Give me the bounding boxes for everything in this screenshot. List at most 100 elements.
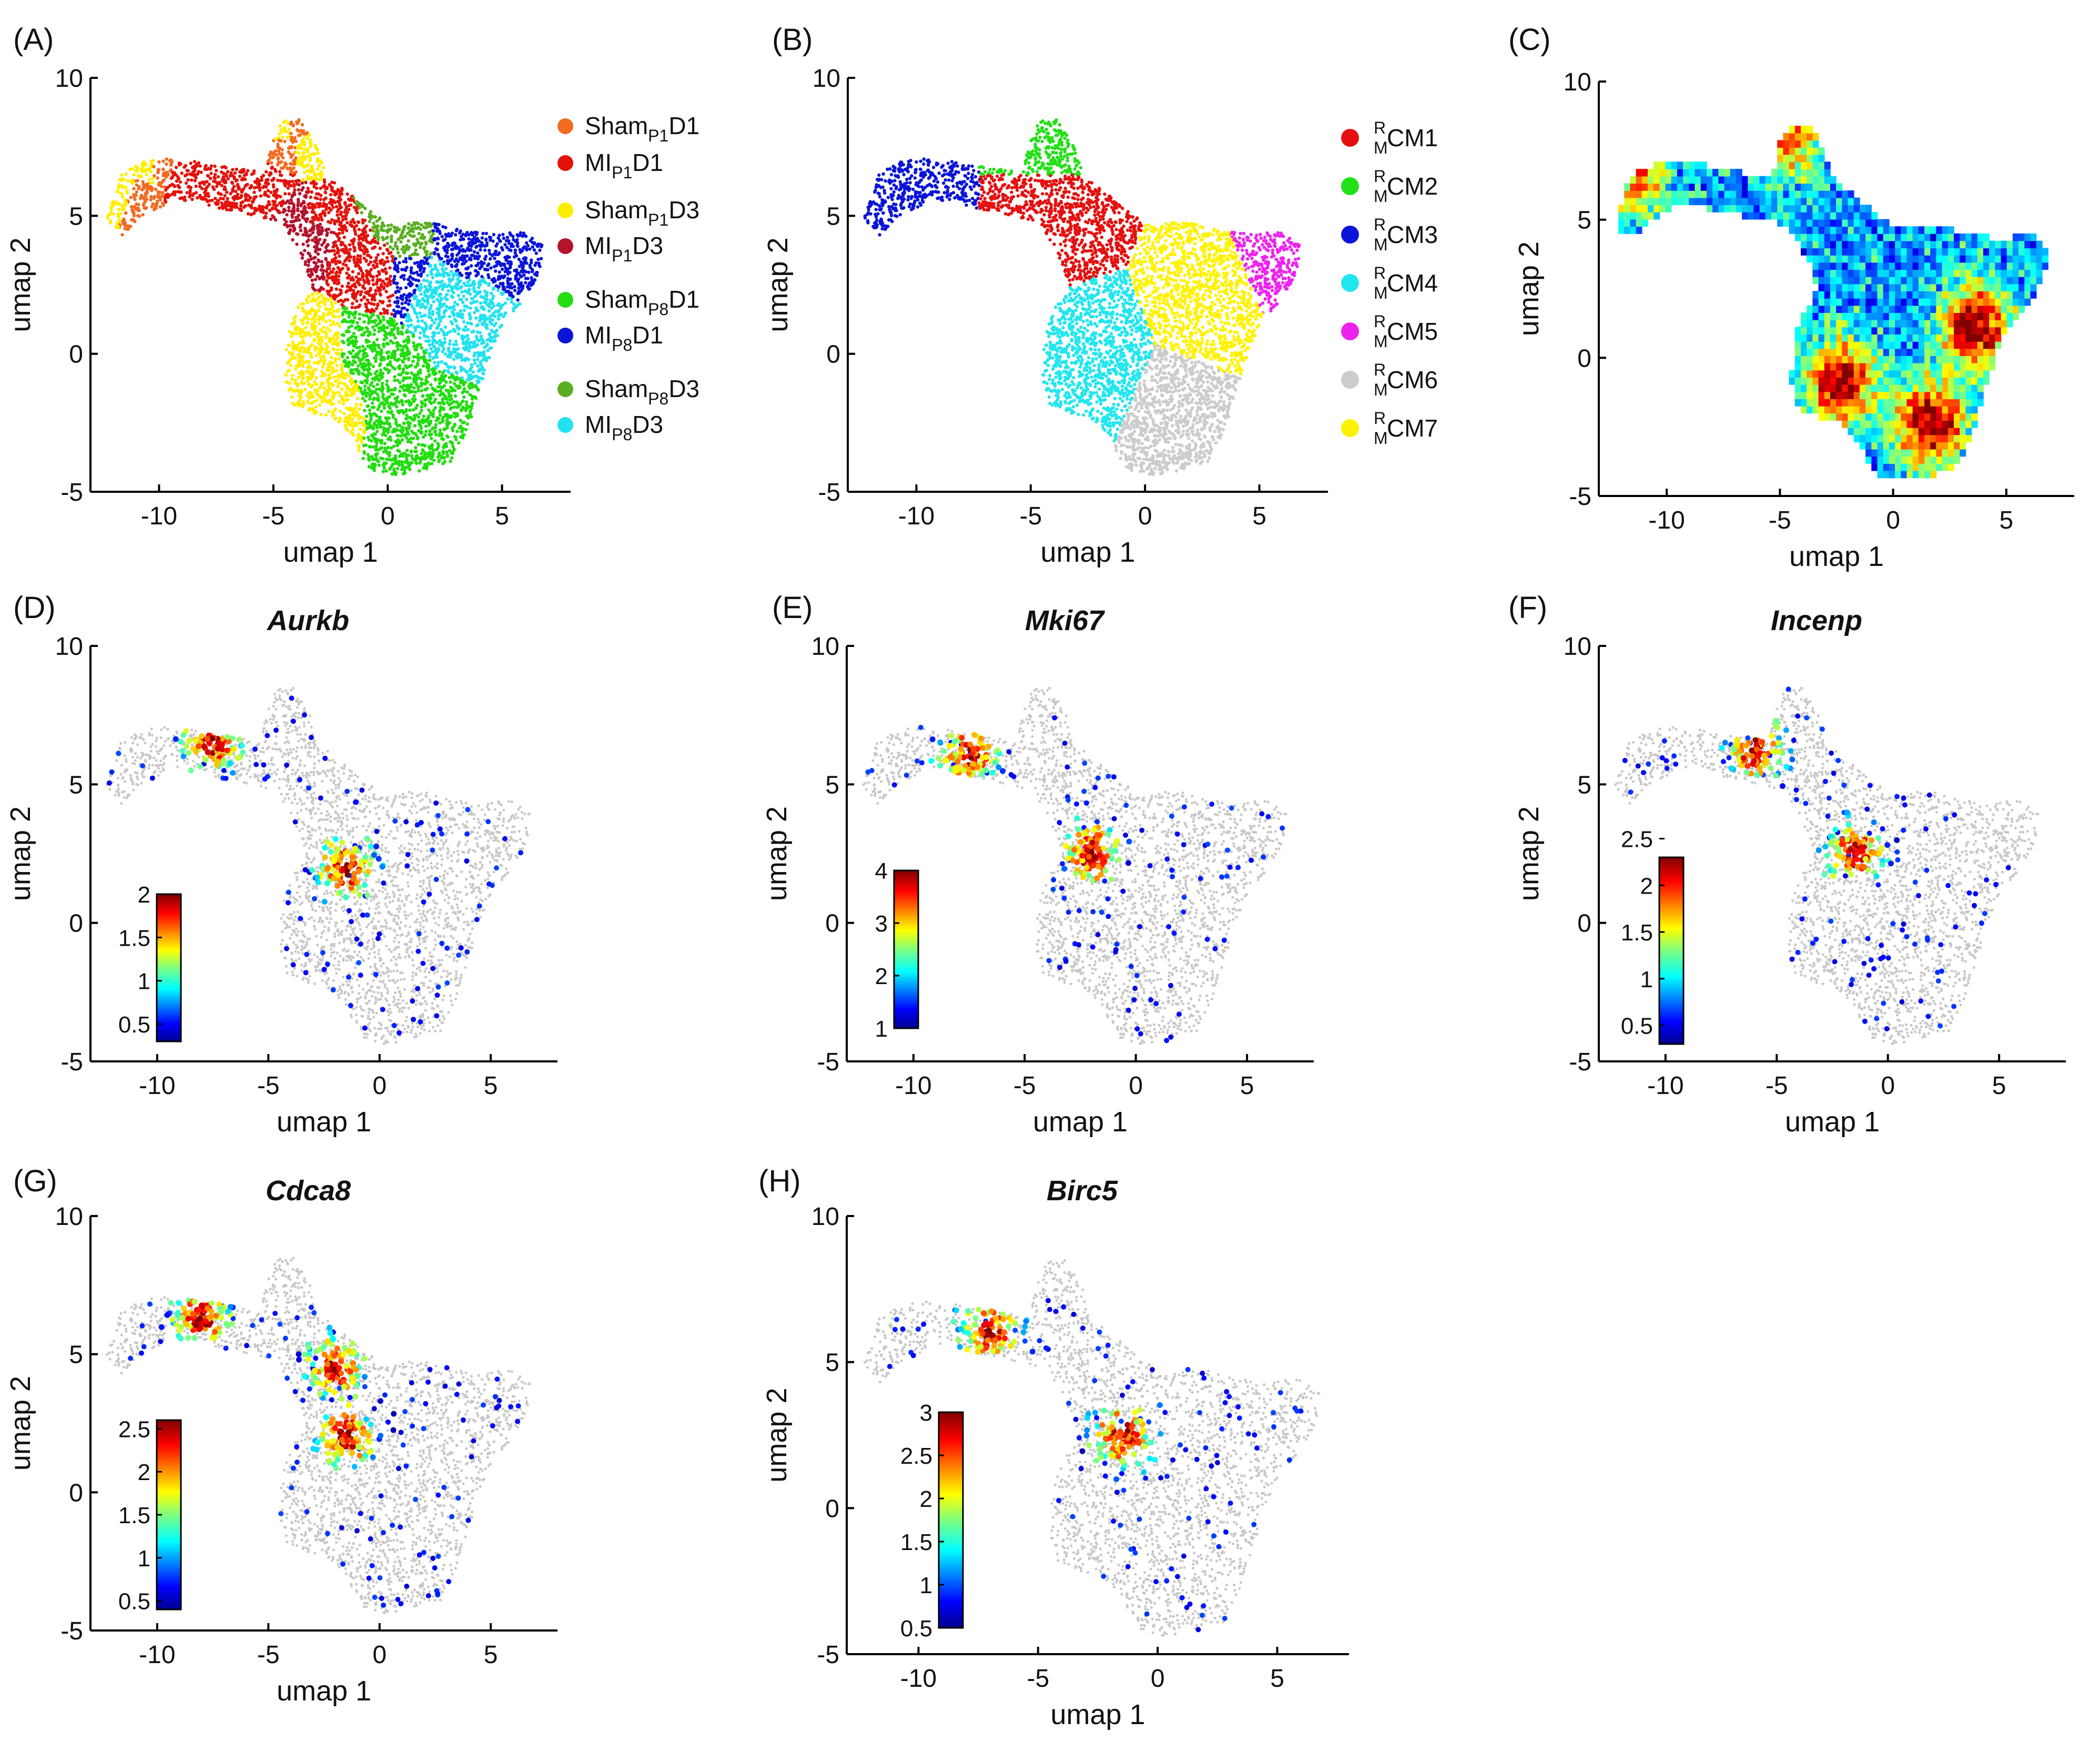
- cell-point: [278, 124, 281, 127]
- cell-point: [327, 211, 330, 214]
- cell-point: [189, 161, 192, 165]
- cell-point: [329, 323, 332, 327]
- cell-point: [223, 194, 226, 197]
- cell-point: [447, 289, 450, 292]
- cell-point: [381, 382, 384, 385]
- cell-point: [413, 348, 417, 351]
- cell-point: [356, 321, 359, 325]
- cell-point: [387, 371, 390, 374]
- cell-point: [415, 316, 419, 319]
- cell-point: [535, 251, 538, 255]
- cell-point: [270, 161, 273, 164]
- cell-point: [337, 357, 340, 360]
- cell-point: [436, 269, 439, 272]
- cell-point: [391, 259, 394, 262]
- cell-point: [142, 204, 145, 207]
- cell-point: [418, 412, 421, 415]
- cell-point: [403, 394, 407, 397]
- cell-point: [292, 317, 296, 320]
- cell-point: [390, 235, 393, 238]
- cell-point: [465, 390, 469, 393]
- cell-point: [419, 343, 422, 346]
- cell-point: [394, 422, 398, 425]
- cell-point: [195, 191, 198, 194]
- cell-point: [157, 160, 160, 164]
- cell-point: [388, 266, 391, 269]
- cell-point: [458, 231, 461, 235]
- cell-point: [476, 323, 479, 326]
- cell-point: [312, 211, 316, 214]
- cell-point: [454, 340, 458, 343]
- cell-point: [460, 290, 463, 293]
- cell-point: [424, 424, 428, 428]
- cell-point: [285, 348, 288, 351]
- cell-point: [134, 165, 137, 168]
- cell-point: [226, 197, 229, 200]
- cell-point: [388, 252, 391, 255]
- cell-point: [277, 156, 280, 159]
- cell-point: [439, 428, 442, 431]
- cell-point: [309, 156, 312, 159]
- cell-point: [272, 185, 275, 188]
- cell-point: [421, 402, 424, 405]
- cell-point: [471, 370, 474, 373]
- cell-point: [372, 229, 375, 232]
- figure-canvas: ShamP1D1MIP1D1ShamP1D3MIP1D3ShamP8D1MIP8…: [0, 0, 2100, 1742]
- cell-point: [319, 413, 322, 416]
- cell-point: [332, 267, 335, 270]
- cell-point: [275, 153, 278, 156]
- cell-point: [159, 205, 162, 208]
- cell-point: [405, 413, 409, 417]
- cell-point: [347, 208, 350, 211]
- cell-point: [220, 201, 223, 205]
- cell-point: [351, 302, 354, 305]
- cell-point: [384, 469, 388, 472]
- cell-point: [496, 334, 499, 337]
- cell-point: [457, 332, 460, 336]
- cell-point: [429, 347, 432, 350]
- cell-point: [390, 472, 393, 475]
- cell-point: [504, 301, 507, 305]
- cell-point: [340, 388, 343, 391]
- cell-point: [437, 361, 440, 364]
- cell-point: [465, 403, 468, 407]
- cell-point: [351, 270, 354, 273]
- cell-point: [422, 364, 425, 368]
- cell-point: [207, 204, 210, 207]
- cell-point: [318, 238, 321, 241]
- cell-point: [421, 319, 424, 322]
- cell-point: [295, 170, 298, 174]
- cell-point: [480, 335, 483, 338]
- cell-point: [433, 439, 437, 442]
- cell-point: [432, 459, 435, 462]
- cell-point: [369, 229, 372, 232]
- cell-point: [120, 174, 123, 177]
- cell-point: [362, 418, 366, 421]
- cell-point: [430, 437, 433, 440]
- cell-point: [410, 430, 413, 433]
- cell-point: [328, 329, 331, 332]
- cell-point: [281, 136, 284, 139]
- cell-point: [285, 213, 288, 216]
- cell-point: [487, 276, 490, 279]
- cell-point: [330, 286, 333, 289]
- cell-point: [481, 377, 484, 380]
- cell-point: [433, 361, 436, 364]
- cell-point: [476, 364, 479, 368]
- cell-point: [375, 370, 378, 373]
- cell-point: [355, 346, 358, 349]
- cell-point: [456, 268, 459, 271]
- cell-point: [401, 403, 404, 406]
- cell-point: [394, 241, 397, 244]
- cell-point: [252, 190, 256, 194]
- cell-point: [376, 338, 379, 341]
- cell-point: [421, 448, 424, 451]
- cell-point: [419, 306, 422, 309]
- cell-point: [376, 383, 379, 386]
- cell-point: [438, 421, 441, 424]
- cell-point: [377, 253, 380, 256]
- cell-point: [318, 322, 321, 325]
- cell-point: [404, 257, 408, 260]
- cell-point: [376, 304, 379, 307]
- cell-point: [355, 403, 358, 406]
